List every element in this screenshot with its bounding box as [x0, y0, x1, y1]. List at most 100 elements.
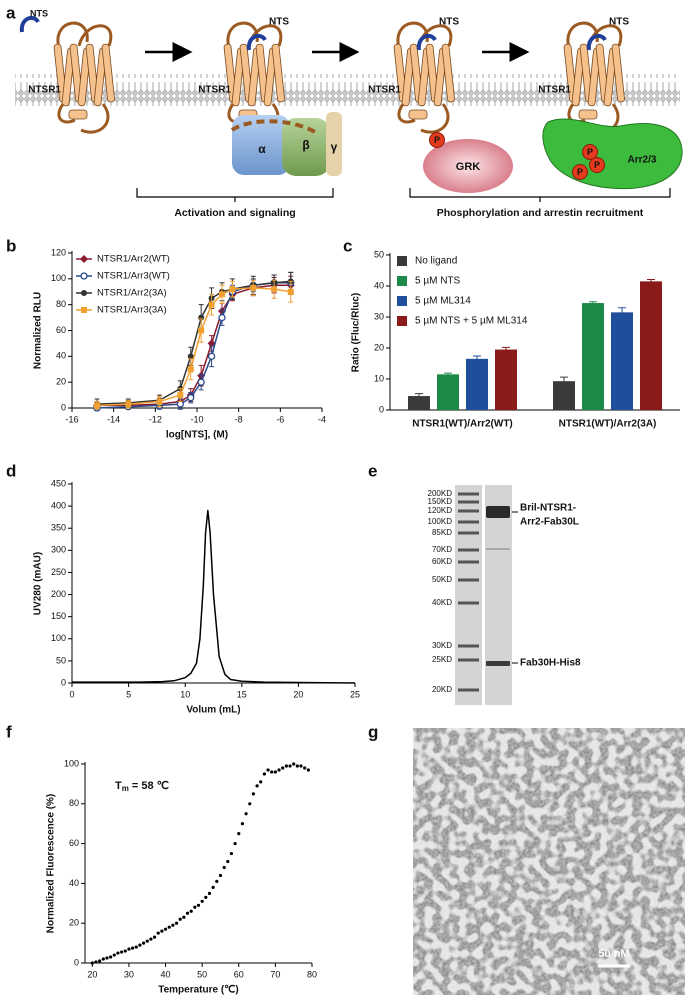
- y-tick-label: 20: [374, 342, 384, 352]
- point: [105, 956, 109, 960]
- bar: [408, 396, 430, 410]
- point: [145, 939, 149, 943]
- legend-label: 5 µM ML314: [415, 296, 471, 307]
- point: [197, 378, 205, 386]
- point: [248, 802, 252, 806]
- x-tick-label: 50: [197, 969, 207, 979]
- point: [156, 931, 160, 935]
- point: [281, 766, 285, 770]
- g-gamma: [326, 112, 342, 176]
- error-bar: [473, 355, 481, 363]
- panel-label: e: [368, 461, 377, 480]
- x-tick-label: 30: [124, 969, 134, 979]
- x-tick-label: -12: [149, 414, 162, 424]
- point: [299, 764, 303, 768]
- y-tick-label: 80: [56, 299, 66, 309]
- annotation-subscript: m: [122, 784, 129, 793]
- y-tick-label: 60: [69, 838, 79, 848]
- series-line: [96, 287, 291, 407]
- point: [229, 286, 236, 293]
- point: [187, 394, 195, 402]
- grk: [423, 139, 513, 193]
- legend-label: 5 µM NTS: [415, 276, 461, 287]
- y-tick-label: 100: [64, 758, 79, 768]
- x-tick-label: -4: [318, 414, 326, 424]
- bar: [582, 303, 604, 410]
- ladder-band: [458, 509, 479, 513]
- bar: [611, 312, 633, 410]
- receptor-label: NTSR1: [538, 85, 571, 96]
- receptor-tail: [57, 103, 110, 134]
- point: [284, 764, 288, 768]
- x-axis-label: Temperature (℃): [158, 985, 239, 996]
- legend-label: No ligand: [415, 256, 457, 267]
- bracket: [136, 188, 334, 202]
- phospho-site: [429, 132, 445, 148]
- phospho-label: P: [577, 167, 583, 177]
- x-tick-label: 20: [87, 969, 97, 979]
- point: [287, 288, 294, 295]
- ladder-band: [458, 688, 479, 692]
- x-tick-label: 15: [237, 689, 247, 699]
- point: [116, 951, 120, 955]
- ligand: [586, 33, 607, 51]
- panel-label: c: [343, 236, 352, 255]
- point: [156, 398, 163, 405]
- y-tick-label: 120: [51, 247, 66, 257]
- y-tick-label: 40: [374, 280, 384, 290]
- y-tick-label: 0: [74, 957, 79, 967]
- legend-label: NTSR1/Arr2(3A): [97, 288, 167, 299]
- point: [229, 851, 234, 856]
- marker-label: 50KD: [432, 575, 452, 584]
- point: [160, 929, 164, 933]
- error-bar: [589, 301, 597, 305]
- x-tick-label: -16: [65, 414, 78, 424]
- y-axis-label: Normalized RLU: [33, 292, 44, 369]
- y-tick-label: 350: [51, 523, 66, 533]
- point: [218, 313, 226, 322]
- ladder-band: [458, 601, 479, 605]
- scale-bar-label: 50 nM: [598, 948, 629, 960]
- band-label: Bril-NTSR1-: [520, 503, 576, 514]
- error-bar: [502, 346, 510, 353]
- point: [207, 891, 212, 895]
- point: [237, 832, 241, 836]
- point: [244, 812, 248, 816]
- receptor-label: NTSR1: [368, 85, 401, 96]
- point: [288, 764, 292, 768]
- point: [187, 353, 194, 360]
- x-tick-label: -8: [235, 414, 243, 424]
- point: [198, 327, 205, 334]
- phospho-site: [589, 157, 605, 173]
- band-label: Arr2-Fab30L: [520, 517, 579, 528]
- ladder-band: [458, 644, 479, 648]
- g-alpha: [232, 115, 290, 175]
- ladder-band: [458, 492, 479, 496]
- marker-label: 150KD: [428, 497, 453, 506]
- y-tick-label: 60: [56, 325, 66, 335]
- point: [259, 780, 263, 784]
- annotation-symbol: T: [115, 780, 122, 792]
- point: [167, 925, 171, 929]
- point: [226, 859, 230, 864]
- point: [178, 917, 182, 921]
- point: [255, 784, 259, 788]
- point: [273, 770, 277, 774]
- receptor-label: NTSR1: [28, 85, 61, 96]
- point: [182, 915, 186, 919]
- x-axis-label: Volum (mL): [186, 705, 240, 716]
- y-tick-label: 0: [379, 404, 384, 414]
- point: [215, 879, 219, 884]
- y-tick-label: 150: [51, 611, 66, 621]
- point: [141, 941, 146, 945]
- annotation: Tm = 58 ℃: [115, 780, 169, 793]
- y-tick-label: 300: [51, 545, 66, 555]
- point: [152, 935, 157, 939]
- point: [262, 772, 267, 776]
- ladder-band: [458, 578, 479, 582]
- ligand: [416, 33, 437, 51]
- legend-swatch: [397, 296, 407, 306]
- y-tick-label: 40: [56, 351, 66, 361]
- point: [204, 895, 208, 899]
- point: [240, 822, 245, 826]
